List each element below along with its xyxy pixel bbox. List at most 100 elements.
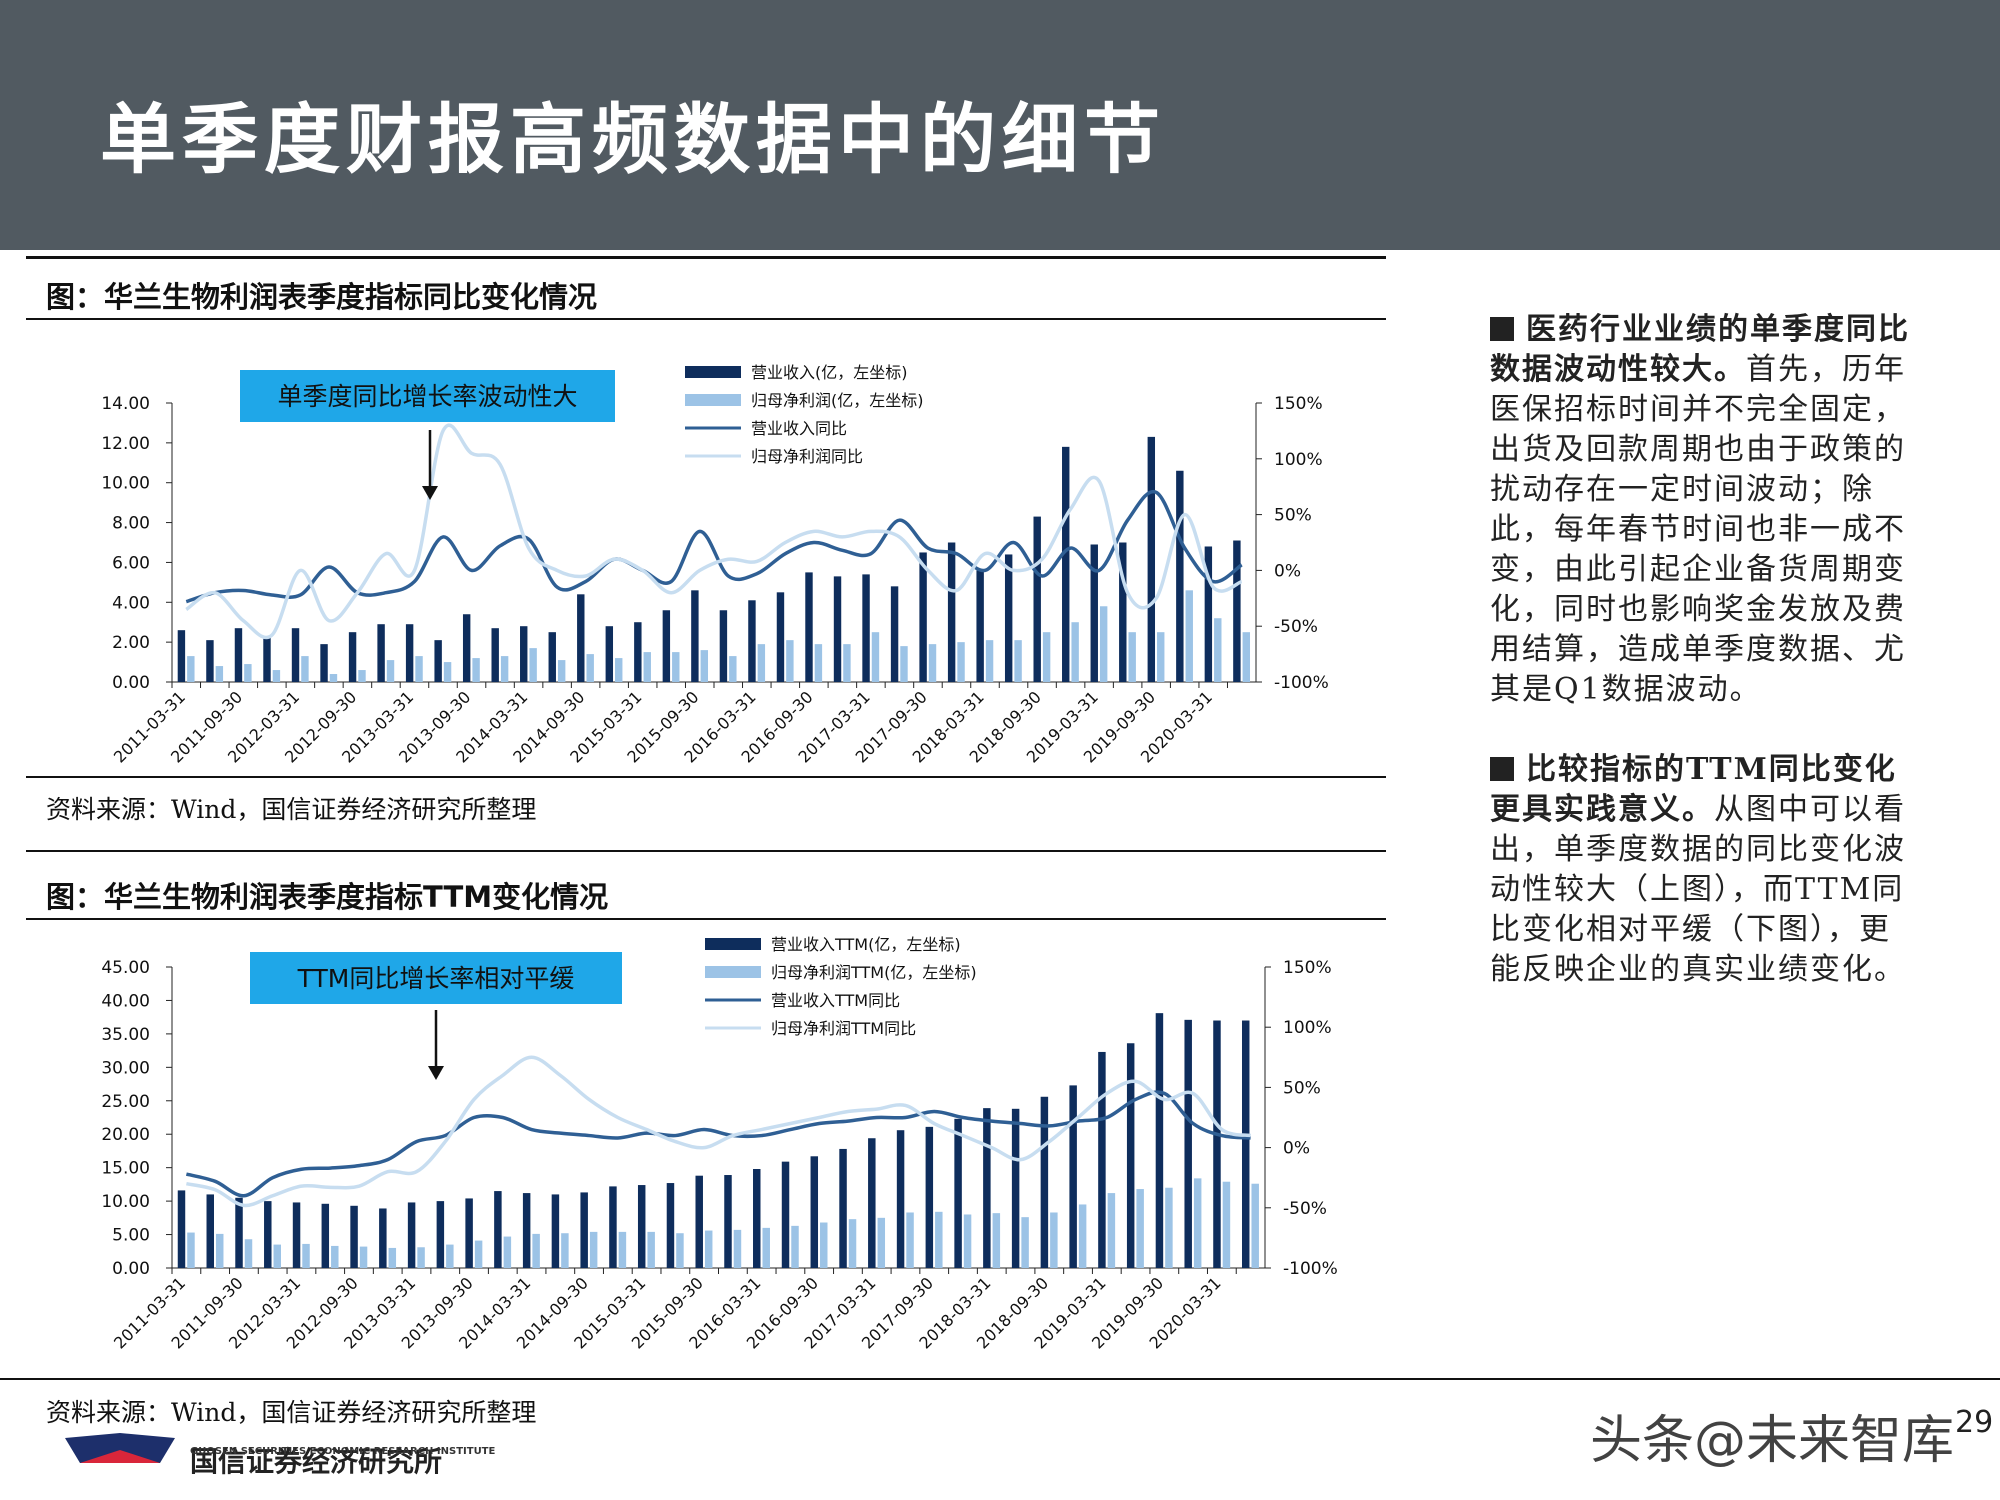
left-axis-tick-label: 5.00 <box>112 1226 150 1246</box>
left-axis-tick-label: 15.00 <box>101 1159 150 1179</box>
net-profit-bar <box>1157 632 1165 682</box>
figure2-caption: 图：华兰生物利润表季度指标TTM变化情况 <box>46 880 609 914</box>
net-profit-bar <box>215 1233 224 1268</box>
net-profit-bar <box>762 1227 770 1268</box>
net-profit-bar <box>985 640 994 682</box>
revenue-bar <box>1213 1020 1221 1268</box>
revenue-bar <box>348 632 357 682</box>
net-profit-bar <box>388 1247 397 1268</box>
revenue-bar <box>947 542 956 682</box>
revenue-bar <box>377 624 385 682</box>
net-profit-bar <box>244 664 252 682</box>
net-profit-bar <box>848 1219 857 1268</box>
side-paragraph-2-heading: 比较指标的TTM同比变化更具实践意义。 <box>1490 752 1897 827</box>
square-bullet-icon <box>1490 317 1514 341</box>
revenue-bar <box>177 630 186 682</box>
net-profit-bar <box>415 656 423 682</box>
net-profit-bar <box>618 1231 627 1268</box>
left-axis-tick-label: 0.00 <box>112 673 150 693</box>
revenue-bar <box>263 636 271 682</box>
figure2-chart: 45.00 40.00 35.00 30.00 25.00 20.00 15.00 10.00… <box>101 935 1338 1353</box>
callout-arrow-head <box>422 486 438 500</box>
net-profit-bar <box>1214 618 1222 682</box>
net-profit-bar <box>733 1229 742 1268</box>
revenue-bar <box>206 640 214 682</box>
right-axis-tick-label: 50% <box>1274 506 1312 526</box>
side-paragraph-1-text: 首先，历年医保招标时间并不完全固定，出货及回款周期也由于政策的扰动存在一定时间波… <box>1490 352 1906 707</box>
left-axis-tick-label: 45.00 <box>101 958 150 978</box>
revenue-bar <box>292 1202 301 1268</box>
revenue-bar <box>983 1108 991 1268</box>
net-profit-bar <box>729 656 737 682</box>
net-profit-bar <box>1136 1189 1144 1268</box>
net-profit-bar <box>1021 1217 1029 1268</box>
revenue-bar <box>321 1203 330 1268</box>
net-profit-bar <box>1165 1187 1173 1268</box>
net-profit-bar <box>877 1217 886 1268</box>
side-paragraph-1: 医药行业业绩的单季度同比数据波动性较大。首先，历年医保招标时间并不完全固定，出货… <box>1490 310 1910 710</box>
revenue-bar <box>465 1198 473 1268</box>
net-profit-bar <box>532 1233 540 1268</box>
right-axis-tick-label: 50% <box>1283 1078 1321 1098</box>
revenue-bar <box>1176 470 1184 682</box>
net-profit-bar <box>963 1214 972 1268</box>
net-profit-bar <box>992 1213 1001 1268</box>
net-profit-bar <box>215 666 224 682</box>
legend-label: 归母净利润TTM同比 <box>771 1019 916 1038</box>
page-number: 29 <box>1955 1405 1994 1440</box>
side-paragraph-1-heading: 医药行业业绩的单季度同比数据波动性较大。 <box>1490 312 1910 387</box>
revenue-bar <box>462 614 471 682</box>
net-profit-bar <box>615 658 623 682</box>
net-profit-bar <box>474 1240 483 1268</box>
side-panel: 医药行业业绩的单季度同比数据波动性较大。首先，历年医保招标时间并不完全固定，出货… <box>1490 310 1910 1030</box>
legend-swatch-revenue <box>705 938 761 950</box>
figure1-caption-rule <box>26 318 1386 320</box>
net-profit-bar <box>935 1211 943 1268</box>
figure1-source: 资料来源：Wind，国信证券经济研究所整理 <box>46 795 537 824</box>
figure1-source-rule <box>26 850 1386 852</box>
revenue-bar <box>264 1201 272 1268</box>
net-profit-bar <box>302 1243 310 1268</box>
revenue-bar <box>1184 1019 1192 1268</box>
revenue-bar <box>666 1183 675 1268</box>
revenue-bar <box>781 1161 790 1268</box>
revenue-bar <box>748 600 756 682</box>
net-profit-bar <box>928 644 937 682</box>
legend-swatch-revenue <box>685 366 741 378</box>
left-axis-tick-label: 12.00 <box>101 434 150 454</box>
legend-swatch-net-profit <box>705 966 761 978</box>
net-profit-bar <box>1222 1181 1231 1268</box>
figure2-source: 资料来源：Wind，国信证券经济研究所整理 <box>46 1398 537 1427</box>
guosen-logo-icon <box>65 1433 175 1463</box>
right-axis-tick-label: -50% <box>1274 617 1318 637</box>
side-paragraph-2-text: 从图中可以看出，单季度数据的同比变化波动性较大（上图），而TTM同比变化相对平缓… <box>1490 792 1906 987</box>
revenue-bar <box>350 1205 358 1268</box>
revenue-bar <box>1147 436 1156 682</box>
figure1-top-rule <box>26 256 1386 259</box>
net-profit-bar <box>301 656 309 682</box>
net-profit-bar <box>814 644 823 682</box>
right-axis-tick-label: 150% <box>1274 394 1323 414</box>
net-profit-bar <box>187 1232 195 1268</box>
net-profit-bar <box>1242 632 1251 682</box>
right-axis-tick-label: 100% <box>1274 450 1323 470</box>
net-profit-bar <box>1251 1183 1259 1268</box>
revenue-bar <box>491 628 499 682</box>
right-axis-tick-label: 150% <box>1283 958 1332 978</box>
net-profit-bar <box>446 1244 454 1268</box>
net-profit-bar <box>957 642 965 682</box>
net-profit-bar <box>272 670 281 682</box>
right-axis-tick-label: -100% <box>1283 1259 1338 1279</box>
left-axis-tick-label: 35.00 <box>101 1025 150 1045</box>
revenue-bar <box>1098 1051 1106 1268</box>
net-profit-bar <box>561 1233 569 1268</box>
net-profit-bar <box>329 674 338 682</box>
legend-label: 归母净利润(亿，左坐标) <box>751 391 924 410</box>
net-profit-bar <box>1050 1212 1058 1268</box>
revenue-bar <box>1069 1085 1077 1268</box>
revenue-bar <box>954 1118 962 1268</box>
net-profit-bar <box>1107 1193 1116 1268</box>
net-profit-bar <box>906 1212 914 1268</box>
callout-text: TTM同比增长率相对平缓 <box>297 964 575 993</box>
revenue-bar <box>1204 546 1213 682</box>
